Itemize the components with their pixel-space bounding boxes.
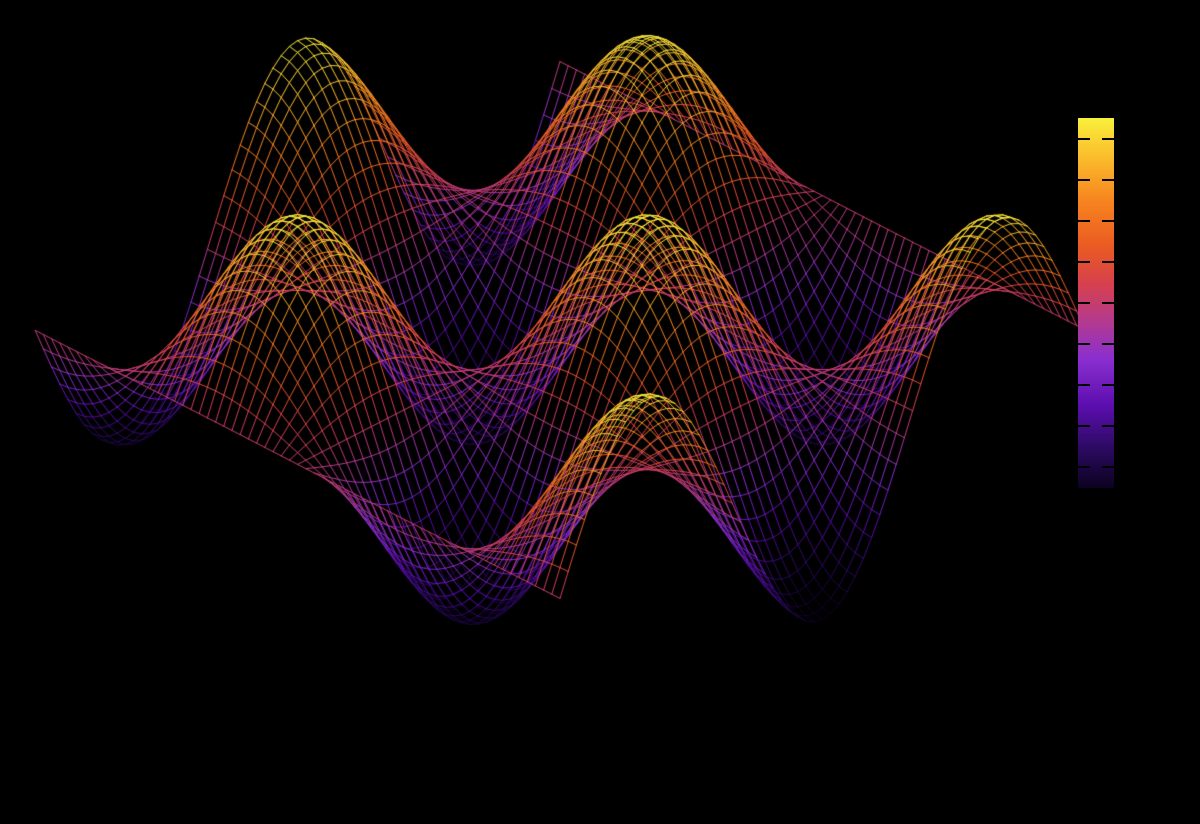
colorbar [1078,118,1114,488]
colorbar-tick [1078,384,1090,386]
colorbar-tick [1102,179,1114,181]
colorbar-tick [1078,466,1090,468]
surface-plot-3d [0,0,1200,824]
colorbar-tick [1102,425,1114,427]
colorbar-tick [1078,220,1090,222]
colorbar-tick [1102,302,1114,304]
colorbar-tick [1102,261,1114,263]
colorbar-tick [1102,138,1114,140]
colorbar-tick [1078,261,1090,263]
colorbar-tick [1102,343,1114,345]
colorbar-tick [1078,138,1090,140]
colorbar-tick [1078,302,1090,304]
colorbar-tick [1078,425,1090,427]
colorbar-tick [1102,384,1114,386]
colorbar-tick [1102,466,1114,468]
colorbar-tick [1078,179,1090,181]
colorbar-tick [1078,343,1090,345]
colorbar-tick [1102,220,1114,222]
